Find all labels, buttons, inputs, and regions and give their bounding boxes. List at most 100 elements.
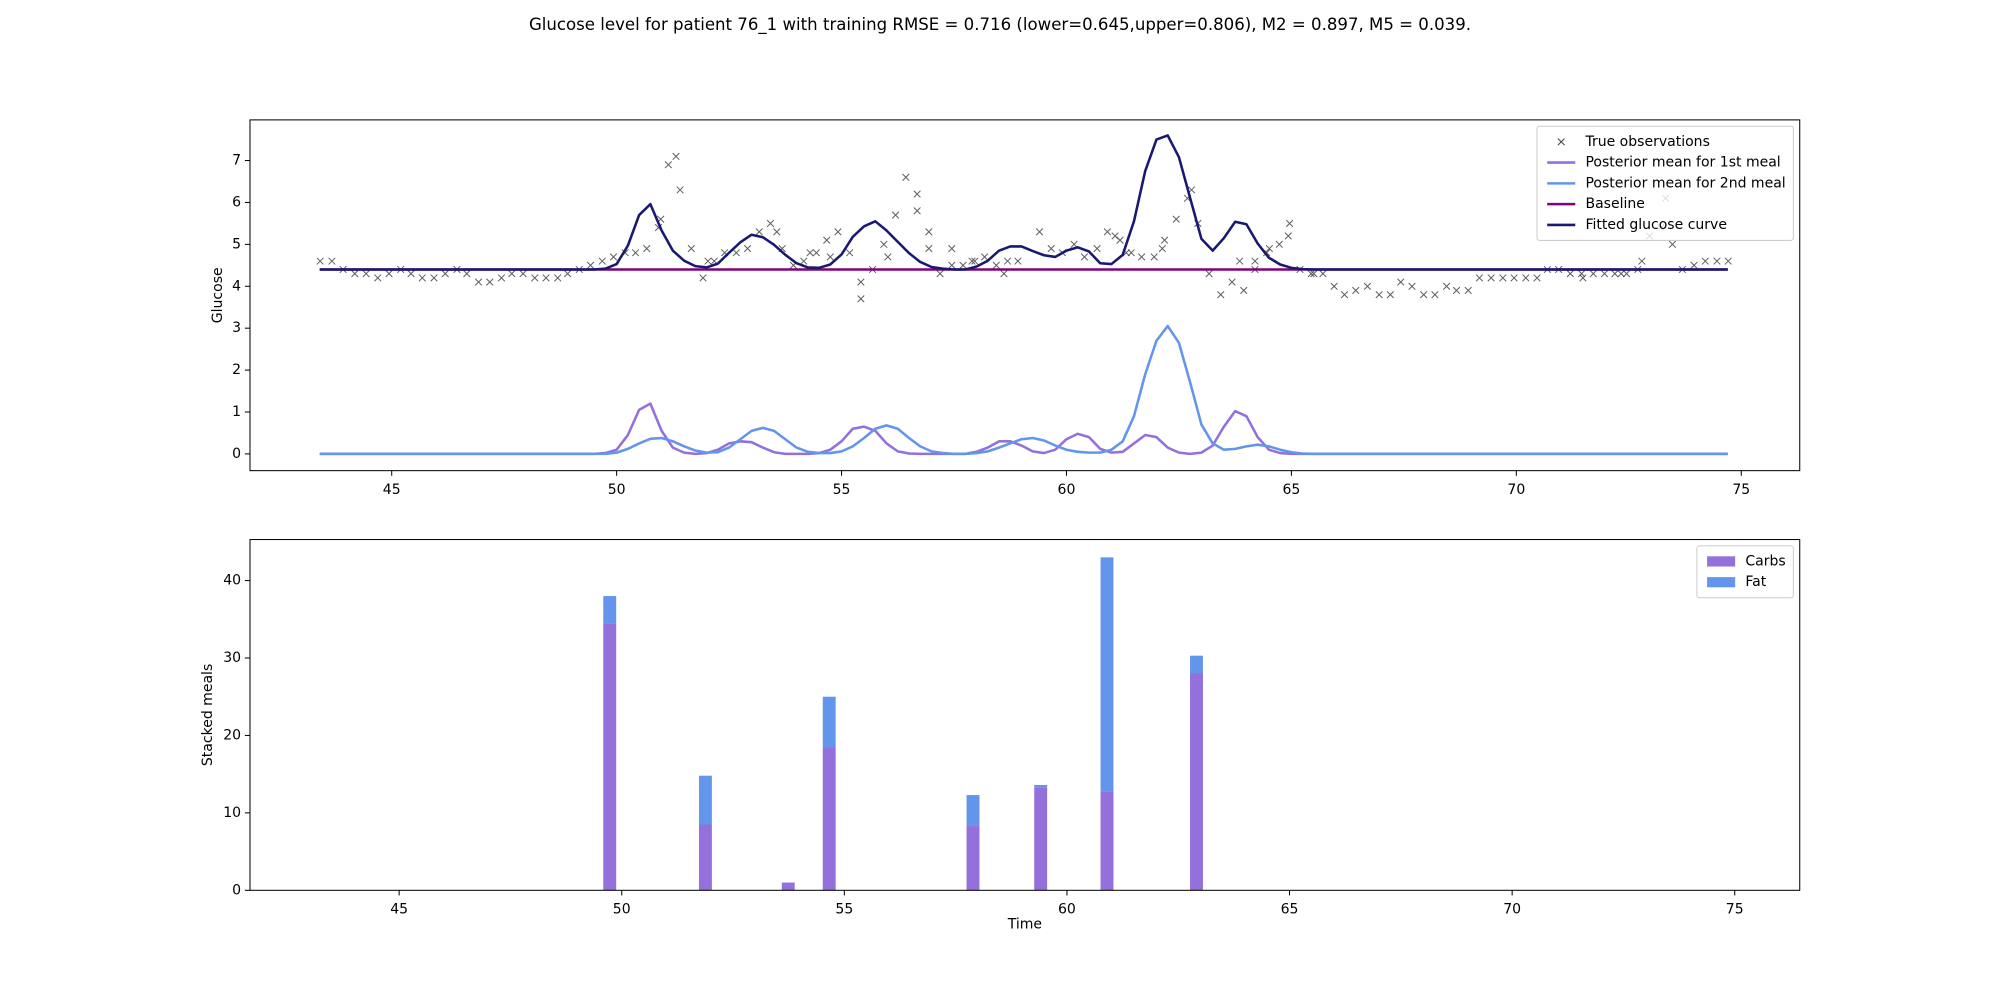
observation-marker — [1265, 244, 1274, 253]
observation-marker — [857, 278, 865, 286]
observation-marker — [1310, 270, 1318, 278]
observation-marker — [1600, 270, 1609, 278]
observation-marker — [1275, 240, 1283, 249]
observation-marker — [1340, 290, 1349, 299]
x-tick-label: 75 — [1732, 482, 1750, 498]
observation-marker — [755, 228, 763, 236]
observation-marker — [586, 261, 595, 269]
observation-marker — [1330, 282, 1338, 290]
x-tick-label: 55 — [835, 901, 853, 917]
observation-marker — [826, 253, 834, 261]
observation-marker — [812, 249, 821, 257]
observation-marker — [1158, 244, 1166, 253]
observation-marker — [891, 211, 900, 219]
legend: True observations Posterior mean for 1st … — [1536, 125, 1794, 241]
observation-marker — [925, 244, 933, 253]
observation-marker — [1386, 290, 1395, 299]
observation-marker — [1431, 290, 1439, 299]
x-tick-label: 60 — [1058, 482, 1076, 498]
y-tick-label: 0 — [232, 446, 241, 462]
y-axis-label: Glucose — [210, 267, 226, 323]
observation-marker — [948, 261, 956, 269]
legend-swatch — [1707, 556, 1736, 567]
observation-marker — [704, 257, 712, 265]
legend-label: Posterior mean for 1st meal — [1585, 155, 1780, 171]
observation-marker — [1285, 219, 1294, 228]
observation-marker — [800, 257, 808, 265]
observation-marker — [542, 274, 550, 282]
observation-marker — [880, 240, 888, 249]
observation-marker — [1352, 286, 1360, 295]
observation-marker — [1724, 257, 1732, 265]
observation-marker — [563, 270, 572, 278]
observation-marker — [732, 249, 740, 257]
observation-marker — [1127, 249, 1135, 257]
x-tick-label: 75 — [1726, 901, 1744, 917]
observation-marker — [474, 278, 483, 286]
axes-frame — [249, 119, 1801, 472]
observation-marker — [1638, 257, 1646, 265]
observation-marker — [1014, 257, 1022, 265]
x-tick-label: 65 — [1281, 901, 1299, 917]
y-tick-label: 6 — [232, 194, 241, 210]
observation-marker — [1000, 270, 1008, 278]
observation-marker — [1035, 228, 1044, 236]
y-tick-label: 20 — [223, 727, 241, 743]
observation-marker — [351, 270, 359, 278]
bar-segment — [1034, 784, 1048, 788]
observation-marker — [1577, 270, 1586, 278]
observation-marker — [1363, 282, 1372, 290]
x-tick-label: 65 — [1282, 482, 1300, 498]
legend-label: Baseline — [1585, 196, 1644, 212]
observation-marker — [913, 190, 921, 198]
y-tick-label: 10 — [223, 805, 241, 821]
legend-marker — [1557, 138, 1565, 146]
observation-marker — [1510, 274, 1518, 282]
x-tick-label: 50 — [613, 901, 631, 917]
observation-marker — [1319, 270, 1327, 278]
x-tick-label: 45 — [383, 482, 401, 498]
figure-title: Glucose level for patient 76_1 with trai… — [529, 15, 1471, 35]
observation-marker — [936, 270, 944, 278]
bar-segment — [603, 596, 617, 624]
observation-marker — [519, 270, 527, 278]
x-tick-label: 60 — [1058, 901, 1076, 917]
observation-marker — [743, 244, 752, 253]
observation-marker — [1690, 261, 1698, 269]
y-tick-label: 30 — [223, 650, 241, 666]
x-axis-label: Time — [1007, 917, 1042, 933]
bar-segment — [698, 824, 712, 891]
observation-marker — [1150, 253, 1158, 261]
observation-marker — [672, 152, 680, 161]
observation-marker — [971, 257, 979, 265]
series-line — [319, 134, 1728, 271]
observation-marker — [1217, 290, 1225, 299]
legend-label: Posterior mean for 2nd meal — [1585, 175, 1785, 191]
observation-marker — [968, 257, 976, 265]
observation-marker — [773, 228, 781, 236]
legend-box — [1536, 125, 1794, 241]
bar-segment — [822, 747, 836, 891]
observation-marker — [1397, 278, 1405, 286]
observation-marker — [766, 219, 775, 228]
observation-marker — [463, 270, 471, 278]
observation-marker — [1375, 290, 1383, 299]
observation-marker — [1617, 270, 1625, 278]
x-tick-label: 70 — [1507, 482, 1525, 498]
x-tick-label: 45 — [390, 901, 408, 917]
observation-marker — [1003, 257, 1012, 265]
observation-marker — [441, 270, 449, 278]
observation-marker — [508, 270, 516, 278]
observation-marker — [1566, 270, 1574, 278]
bar-segment — [1100, 557, 1114, 792]
y-tick-label: 7 — [232, 153, 241, 169]
x-tick-label: 55 — [833, 482, 851, 498]
bar-segment — [698, 775, 712, 825]
observation-marker — [1419, 290, 1428, 299]
observation-marker — [497, 274, 506, 282]
observation-marker — [1452, 286, 1461, 295]
observation-marker — [664, 161, 673, 169]
observation-marker — [1047, 244, 1055, 253]
legend-label: Fat — [1745, 574, 1766, 590]
